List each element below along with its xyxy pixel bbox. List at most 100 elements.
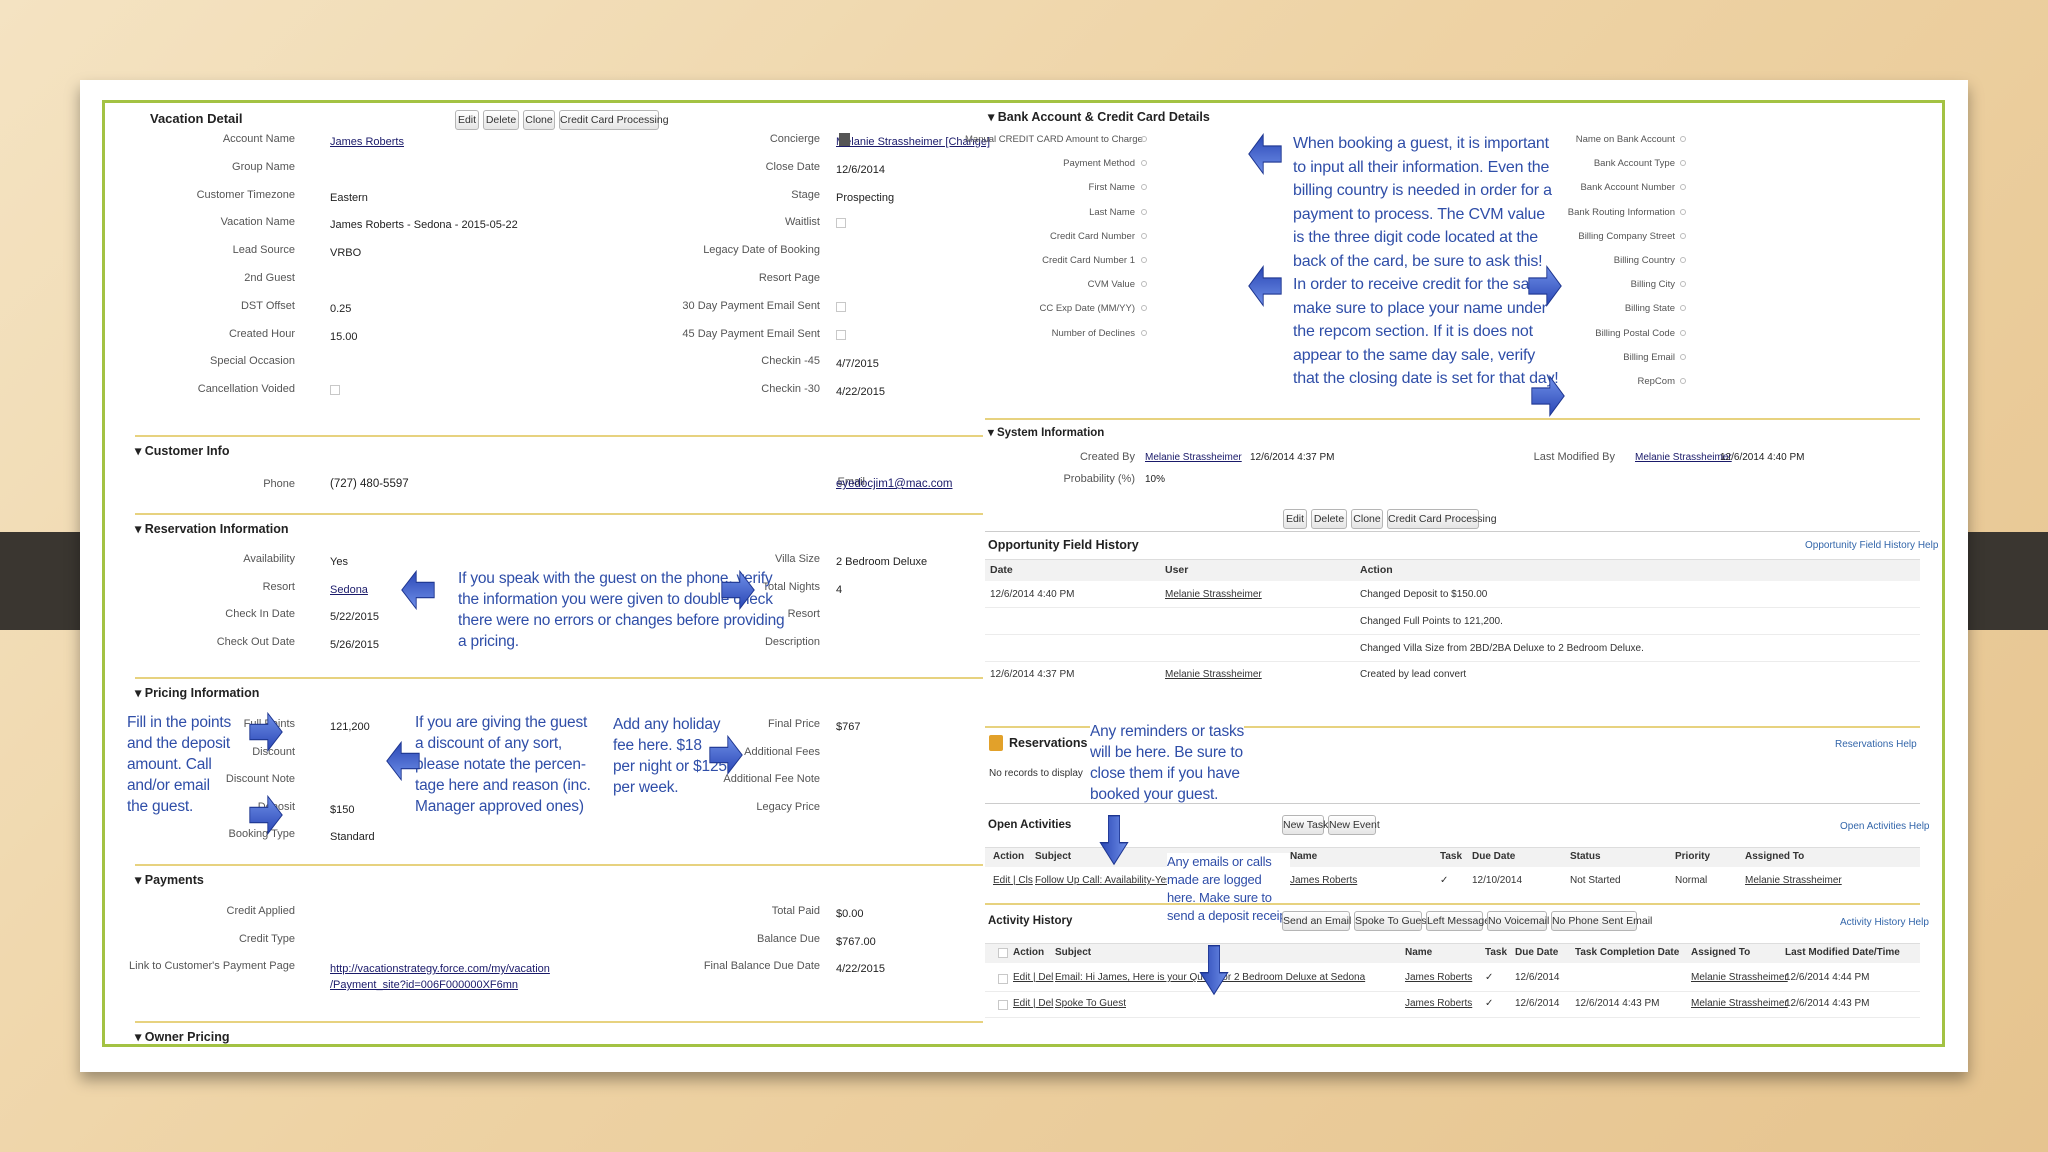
history-name[interactable]: James Roberts — [1405, 998, 1473, 1009]
detail-field-label: Resort Page — [758, 272, 820, 284]
deletebutton[interactable]: Delete — [483, 110, 519, 130]
reservation-header[interactable]: ▾ Reservation Information — [135, 522, 289, 536]
row-checkbox[interactable] — [998, 974, 1008, 984]
info-icon — [1680, 208, 1686, 215]
history-action[interactable]: Edit | Del — [1013, 998, 1054, 1009]
created-by-link[interactable]: Melanie Strassheimer — [1145, 452, 1242, 463]
credit-card-processingbutton[interactable]: Credit Card Processing — [1387, 509, 1497, 529]
row-checkbox[interactable] — [998, 1000, 1008, 1010]
open-activities-help-link[interactable]: Open Activities Help — [1840, 821, 1930, 832]
table-header: Task — [1440, 851, 1463, 862]
bank-field-label: Last Name — [1089, 206, 1135, 218]
new-taskbutton[interactable]: New Task — [1282, 815, 1328, 835]
detail-field-checkbox[interactable] — [836, 301, 846, 312]
editbutton[interactable]: Edit — [455, 110, 479, 130]
no-phone-sent-emailbutton[interactable]: No Phone Sent Email — [1551, 911, 1652, 931]
probability-value: 10% — [1145, 474, 1166, 485]
reservation-title: Reservation Information — [144, 522, 289, 536]
pricing-field-label: Legacy Price — [756, 800, 820, 813]
bank-field-label: Bank Routing Information — [1567, 206, 1675, 218]
info-icon — [1141, 257, 1147, 263]
payment-field-label: Credit Applied — [226, 905, 296, 917]
customer-info-header[interactable]: ▾ Customer Info — [135, 444, 230, 458]
activity-assigned[interactable]: Melanie Strassheimer — [1745, 875, 1842, 886]
reservations-note: Any reminders or tasks will be here. Be … — [1090, 721, 1245, 805]
history-user-link[interactable]: Melanie Strassheimer — [1165, 589, 1262, 600]
payment-field-value[interactable]: http://vacationstrategy.force.com/my/vac… — [330, 963, 550, 991]
detail-field-label: 2nd Guest — [244, 272, 295, 284]
bank-field-label: CC Exp Date (MM/YY) — [1039, 303, 1135, 315]
deletebutton[interactable]: Delete — [1311, 509, 1347, 529]
bank-field-label: Number of Declines — [1051, 327, 1135, 339]
reservation-field-label: Description — [764, 635, 820, 648]
field-history-help-link[interactable]: Opportunity Field History Help — [1805, 540, 1939, 551]
activity-name[interactable]: James Roberts — [1290, 875, 1358, 886]
vacation-detail-title: Vacation Detail — [150, 111, 243, 126]
select-all-checkbox[interactable] — [998, 948, 1008, 958]
detail-field-label: Checkin -30 — [761, 383, 820, 396]
detail-field-checkbox[interactable] — [836, 218, 846, 229]
row-divider — [985, 1017, 1920, 1018]
divider — [135, 677, 983, 679]
credit-card-processingbutton[interactable]: Credit Card Processing — [559, 110, 669, 130]
new-eventbutton[interactable]: New Event — [1328, 815, 1380, 835]
reservation-field-value: 5/26/2015 — [330, 638, 379, 651]
owner-pricing-title: Owner Pricing — [144, 1030, 230, 1044]
detail-field-value: VRBO — [330, 247, 362, 260]
history-action: Created by lead convert — [1360, 669, 1467, 680]
bank-field-label: Name on Bank Account — [1575, 134, 1675, 145]
detail-field-checkbox[interactable] — [330, 385, 340, 396]
bank-title: Bank Account & Credit Card Details — [997, 110, 1210, 124]
owner-pricing-header[interactable]: ▾ Owner Pricing — [135, 1030, 230, 1044]
detail-field-value[interactable]: James Roberts — [330, 136, 404, 148]
email-link[interactable]: eyedocjim1@mac.com — [836, 478, 953, 490]
blue-arrow-icon — [1247, 131, 1283, 177]
table-header: Name — [1290, 851, 1318, 862]
detail-field-checkbox[interactable] — [836, 329, 846, 340]
slide: Vacation Detail Edit Delete Clone Credit Ca… — [80, 80, 1968, 1072]
blue-arrow-icon — [1527, 263, 1563, 309]
pricing-header[interactable]: ▾ Pricing Information — [135, 686, 260, 700]
history-action[interactable]: Edit | Del — [1013, 972, 1054, 983]
reservation-field-value: 5/22/2015 — [330, 611, 379, 623]
info-icon — [1680, 184, 1686, 191]
editbutton[interactable]: Edit — [1283, 509, 1307, 529]
bank-field-label: Payment Method — [1063, 158, 1135, 170]
activity-subject[interactable]: Follow Up Call: Availability-Yes — [1035, 875, 1172, 886]
table-header: Last Modified Date/Time — [1785, 947, 1900, 958]
send-an-emailbutton[interactable]: Send an Email — [1282, 911, 1351, 931]
activity-history-help-link[interactable]: Activity History Help — [1840, 917, 1929, 928]
info-icon — [1680, 305, 1686, 312]
payments-header[interactable]: ▾ Payments — [135, 873, 204, 887]
detail-field-value: 12/6/2014 — [836, 163, 885, 176]
reservation-field-value: 2 Bedroom Deluxe — [836, 556, 928, 568]
bank-header[interactable]: ▾ Bank Account & Credit Card Details — [988, 110, 1210, 124]
activity-action[interactable]: Edit | Cls — [993, 875, 1033, 886]
spoke-to-guestbutton[interactable]: Spoke To Guest — [1354, 911, 1430, 931]
clonebutton[interactable]: Clone — [1351, 509, 1383, 529]
history-modified: 12/6/2014 4:44 PM — [1785, 972, 1870, 983]
system-info-header[interactable]: ▾ System Information — [988, 427, 1105, 439]
payment-field-value: $767.00 — [836, 935, 876, 948]
reservation-field-value[interactable]: Sedona — [330, 583, 368, 596]
divider — [135, 1021, 983, 1023]
modified-at: 12/6/2014 4:40 PM — [1720, 452, 1805, 463]
clonebutton[interactable]: Clone — [523, 110, 555, 130]
bank-field-label: Billing State — [1624, 303, 1675, 315]
modified-by-link[interactable]: Melanie Strassheimer — [1635, 452, 1732, 463]
row-divider — [985, 991, 1920, 992]
created-at: 12/6/2014 4:37 PM — [1250, 452, 1335, 463]
divider — [985, 418, 1920, 420]
history-assigned[interactable]: Melanie Strassheimer — [1691, 998, 1788, 1009]
history-subject[interactable]: Spoke To Guest — [1055, 998, 1126, 1009]
left-messagebutton[interactable]: Left Message — [1426, 911, 1490, 931]
no-voicemailbutton[interactable]: No Voicemail — [1487, 911, 1549, 931]
table-header: Assigned To — [1745, 851, 1805, 862]
info-icon — [1680, 232, 1686, 239]
history-name[interactable]: James Roberts — [1405, 972, 1473, 983]
history-task: ✓ — [1485, 972, 1494, 983]
history-user-link[interactable]: Melanie Strassheimer — [1165, 669, 1262, 680]
reservations-help-link[interactable]: Reservations Help — [1835, 739, 1917, 750]
history-assigned[interactable]: Melanie Strassheimer — [1691, 972, 1788, 983]
holiday-fee-note: Add any holiday fee here. $18 per night … — [613, 716, 727, 796]
